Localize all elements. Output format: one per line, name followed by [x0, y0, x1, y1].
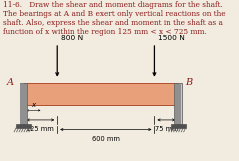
Text: 800 N: 800 N: [61, 35, 83, 41]
Text: function of x within the region 125 mm < x < 725 mm.: function of x within the region 125 mm <…: [3, 28, 206, 36]
Text: 600 mm: 600 mm: [92, 136, 120, 142]
Text: The bearings at A and B exert only vertical reactions on the: The bearings at A and B exert only verti…: [3, 10, 225, 18]
Text: shaft. Also, express the shear and moment in the shaft as a: shaft. Also, express the shear and momen…: [3, 19, 223, 27]
Bar: [23, 83, 178, 105]
Bar: [20, 83, 27, 124]
Text: 1500 N: 1500 N: [158, 35, 185, 41]
Text: 11-6.   Draw the shear and moment diagrams for the shaft.: 11-6. Draw the shear and moment diagrams…: [3, 1, 223, 9]
Text: 125 mm: 125 mm: [27, 126, 54, 132]
Bar: [20, 84, 27, 124]
Bar: [175, 84, 181, 124]
Bar: [16, 124, 31, 128]
Text: A: A: [7, 78, 14, 87]
Text: x: x: [31, 102, 35, 108]
Bar: [171, 124, 186, 128]
Bar: [174, 83, 182, 124]
Text: 75 mm: 75 mm: [154, 126, 178, 132]
Text: B: B: [185, 78, 193, 87]
